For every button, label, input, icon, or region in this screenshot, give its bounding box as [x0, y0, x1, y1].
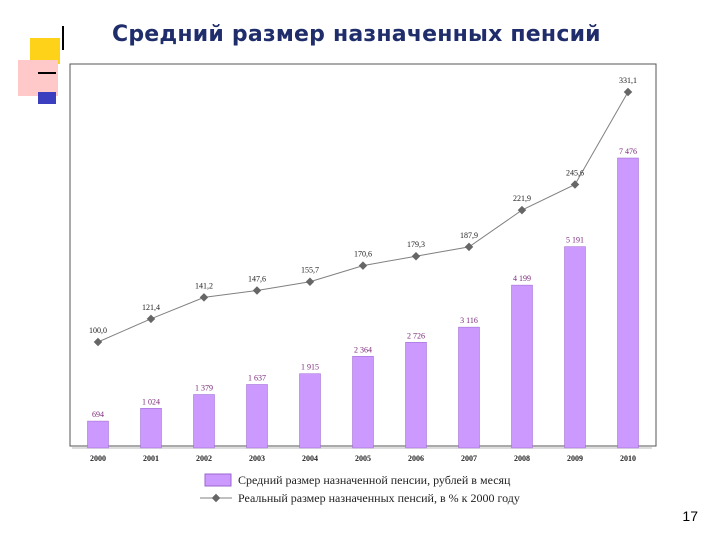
- bar-2008: [511, 284, 533, 449]
- line-marker-2004: [305, 277, 315, 286]
- bar-label-2004: 1 915: [301, 363, 319, 372]
- line-label-2000: 100,0: [89, 326, 107, 335]
- legend: Средний размер назначенной пенсии, рубле…: [200, 473, 520, 505]
- decor-yellow-square: [30, 38, 60, 64]
- bar-label-2010: 7 476: [619, 147, 637, 156]
- bar-2010: [617, 157, 639, 449]
- line-label-2009: 245,6: [566, 168, 584, 177]
- line-label-2008: 221,9: [513, 194, 531, 203]
- legend-line-label: Реальный размер назначенных пенсий, в % …: [238, 491, 520, 505]
- bar-label-2008: 4 199: [513, 274, 531, 283]
- line-marker-2002: [199, 293, 209, 302]
- decor-vertical-rule: [62, 26, 64, 50]
- bar-label-2002: 1 379: [195, 384, 213, 393]
- line-marker-2008: [517, 205, 527, 215]
- line-marker-2007: [464, 242, 474, 252]
- line-marker-2006: [411, 251, 421, 261]
- line-marker-2000: [93, 337, 103, 347]
- bar-2009: [564, 246, 586, 449]
- line-marker-2010: [623, 87, 633, 97]
- legend-line-marker: [211, 493, 221, 503]
- bar-series: [87, 157, 639, 449]
- line-label-2001: 121,4: [142, 303, 160, 312]
- bar-label-2001: 1 024: [142, 397, 160, 406]
- line-label-2002: 141,2: [195, 281, 213, 290]
- bar-label-2005: 2 364: [354, 345, 372, 354]
- bar-label-2006: 2 726: [407, 331, 425, 340]
- line-label-2006: 179,3: [407, 240, 425, 249]
- bar-label-2003: 1 637: [248, 373, 266, 382]
- x-tick-2008: 2008: [514, 454, 530, 463]
- x-tick-2005: 2005: [355, 454, 371, 463]
- decor-short-rule: [38, 72, 56, 74]
- line-series-markers: [93, 87, 633, 347]
- bar-2007: [458, 326, 480, 449]
- legend-bar-swatch: [204, 473, 232, 487]
- bar-label-2000: 694: [92, 410, 104, 419]
- decor-blue-square: [38, 92, 56, 104]
- bar-label-2007: 3 116: [460, 316, 478, 325]
- line-label-2007: 187,9: [460, 231, 478, 240]
- x-tick-2006: 2006: [408, 454, 424, 463]
- bar-2000: [87, 420, 109, 449]
- legend-bar-label: Средний размер назначенной пенсии, рубле…: [238, 473, 511, 487]
- page-title: Средний размер назначенных пенсий: [112, 22, 601, 47]
- line-marker-2009: [570, 180, 580, 189]
- line-marker-2001: [146, 314, 156, 324]
- slide-number: 17: [682, 508, 698, 524]
- decor-pink-square: [18, 60, 58, 96]
- x-axis-tick-labels: 2000 2001 2002 2003 2004 2005 2006 2007 2008 2009…: [90, 454, 636, 463]
- bar-2002: [193, 394, 215, 449]
- line-marker-2005: [358, 261, 368, 270]
- bar-2004: [299, 373, 321, 449]
- bar-value-labels: 694 1 024 1 379 1 637 1 915 2 364 2 726 3 116 4 …: [92, 147, 637, 419]
- line-label-2004: 155,7: [301, 266, 319, 275]
- line-label-2010: 331,1: [619, 76, 637, 85]
- x-tick-2001: 2001: [143, 454, 159, 463]
- x-tick-2007: 2007: [461, 454, 477, 463]
- x-tick-2002: 2002: [196, 454, 212, 463]
- bar-2001: [140, 408, 162, 449]
- line-marker-2003: [252, 286, 262, 295]
- bar-2006: [405, 342, 427, 449]
- line-series-path: [97, 91, 629, 343]
- x-tick-2003: 2003: [249, 454, 265, 463]
- x-tick-2009: 2009: [567, 454, 583, 463]
- bar-2003: [246, 384, 268, 449]
- line-value-labels: 100,0 121,4 141,2 147,6 155,7 170,6 179,3 187,9…: [89, 76, 637, 335]
- bar-label-2009: 5 191: [566, 236, 584, 245]
- x-tick-2010: 2010: [620, 454, 636, 463]
- x-tick-2004: 2004: [302, 454, 318, 463]
- line-label-2003: 147,6: [248, 275, 266, 284]
- line-label-2005: 170,6: [354, 250, 372, 259]
- bar-2005: [352, 356, 374, 449]
- x-tick-2000: 2000: [90, 454, 106, 463]
